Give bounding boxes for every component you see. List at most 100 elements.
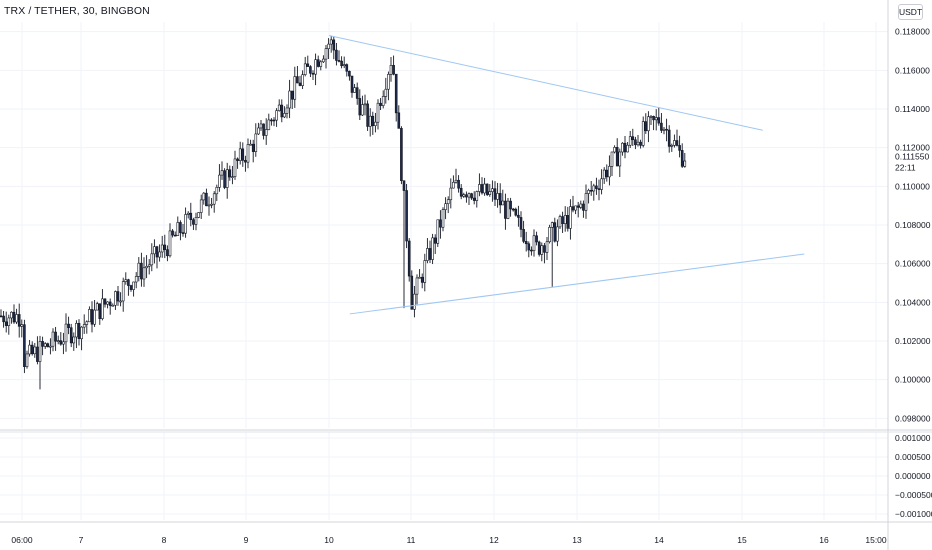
candle-up bbox=[231, 165, 234, 185]
candle-body bbox=[12, 311, 16, 323]
candle-body bbox=[394, 73, 398, 114]
currency-badge[interactable]: USDT bbox=[898, 4, 923, 20]
candle-body bbox=[262, 123, 265, 136]
candle-body bbox=[475, 191, 479, 201]
candle-body bbox=[142, 267, 146, 280]
candle-body bbox=[337, 60, 341, 62]
candle-body bbox=[584, 193, 588, 211]
candle-body bbox=[173, 234, 177, 237]
candle-up bbox=[56, 335, 60, 345]
candle-body bbox=[480, 184, 484, 194]
candle-body bbox=[667, 129, 671, 147]
candle-body bbox=[303, 63, 307, 75]
time-tick-label: 06:00 bbox=[11, 535, 33, 545]
time-tick-label: 13 bbox=[572, 535, 582, 545]
candle-up bbox=[207, 196, 211, 216]
candle-up bbox=[329, 35, 333, 53]
candle-up bbox=[101, 289, 104, 321]
oscillator-tick-label: −0.000500 bbox=[895, 490, 932, 500]
candle-down bbox=[634, 136, 637, 150]
candle-body bbox=[465, 194, 468, 198]
candle-body bbox=[621, 142, 624, 153]
candle-body bbox=[134, 276, 138, 283]
candle-body bbox=[636, 141, 640, 146]
candle-down bbox=[179, 220, 182, 241]
candle-body bbox=[428, 248, 432, 260]
candle-body bbox=[267, 119, 271, 130]
candle-down bbox=[30, 341, 34, 356]
candle-up bbox=[628, 130, 632, 149]
candle-body bbox=[272, 119, 276, 122]
candle-up bbox=[64, 313, 68, 352]
candle-body bbox=[670, 145, 674, 147]
candle-down bbox=[433, 234, 437, 254]
candle-body bbox=[33, 346, 37, 355]
candle-up bbox=[121, 277, 125, 312]
candle-body bbox=[124, 279, 128, 282]
candle-body bbox=[51, 331, 55, 347]
candle-down bbox=[493, 181, 497, 207]
candle-up bbox=[387, 71, 390, 101]
candle-body bbox=[644, 121, 648, 132]
candle-up bbox=[413, 285, 416, 318]
candle-body bbox=[223, 170, 226, 188]
candle-up bbox=[592, 183, 596, 201]
candle-body bbox=[652, 116, 655, 121]
candle-up bbox=[415, 274, 419, 305]
candle-down bbox=[355, 82, 359, 105]
candle-body bbox=[602, 169, 606, 180]
price-tick-label: 0.116000 bbox=[895, 65, 930, 75]
candle-up bbox=[7, 314, 11, 335]
candle-up bbox=[540, 242, 544, 262]
candle-body bbox=[202, 192, 206, 201]
candle-up bbox=[444, 197, 447, 220]
candle-body bbox=[405, 190, 408, 242]
candle-up bbox=[618, 148, 622, 178]
candle-body bbox=[194, 217, 198, 225]
candle-up bbox=[475, 190, 479, 208]
candle-down bbox=[524, 231, 528, 252]
candle-body bbox=[28, 344, 31, 355]
candle-body bbox=[361, 104, 364, 116]
candle-body bbox=[4, 321, 8, 326]
candle-up bbox=[93, 299, 96, 327]
candle-down bbox=[644, 113, 648, 134]
candle-down bbox=[527, 241, 531, 258]
candle-body bbox=[527, 243, 531, 251]
candle-body bbox=[582, 203, 585, 211]
candle-down bbox=[407, 238, 411, 282]
candle-up bbox=[33, 342, 37, 358]
candle-body bbox=[72, 336, 76, 344]
candle-body bbox=[264, 129, 268, 136]
candle-up bbox=[267, 113, 271, 131]
candle-up bbox=[119, 292, 122, 307]
candle-down bbox=[67, 316, 70, 335]
candle-body bbox=[506, 200, 510, 219]
candle-body bbox=[69, 327, 73, 344]
candle-body bbox=[301, 74, 304, 86]
candle-up bbox=[548, 224, 551, 244]
price-tick-label: 0.114000 bbox=[895, 104, 930, 114]
candle-up bbox=[574, 205, 577, 215]
candle-body bbox=[444, 203, 447, 210]
candle-down bbox=[623, 136, 627, 159]
candle-body bbox=[220, 170, 224, 176]
candle-body bbox=[290, 90, 294, 100]
candle-down bbox=[332, 36, 336, 60]
candle-down bbox=[652, 115, 655, 131]
candle-body bbox=[129, 285, 133, 290]
candle-up bbox=[610, 151, 614, 177]
candle-body bbox=[530, 249, 533, 252]
candle-up bbox=[647, 111, 650, 143]
candle-body bbox=[610, 151, 614, 167]
candle-down bbox=[280, 99, 284, 123]
candle-body bbox=[605, 169, 609, 178]
candle-body bbox=[322, 58, 325, 63]
time-tick-label: 8 bbox=[162, 535, 167, 545]
candle-body bbox=[436, 219, 440, 244]
candle-up bbox=[446, 196, 450, 214]
candle-body bbox=[85, 321, 89, 325]
candle-body bbox=[67, 323, 70, 328]
candle-down bbox=[517, 205, 520, 227]
